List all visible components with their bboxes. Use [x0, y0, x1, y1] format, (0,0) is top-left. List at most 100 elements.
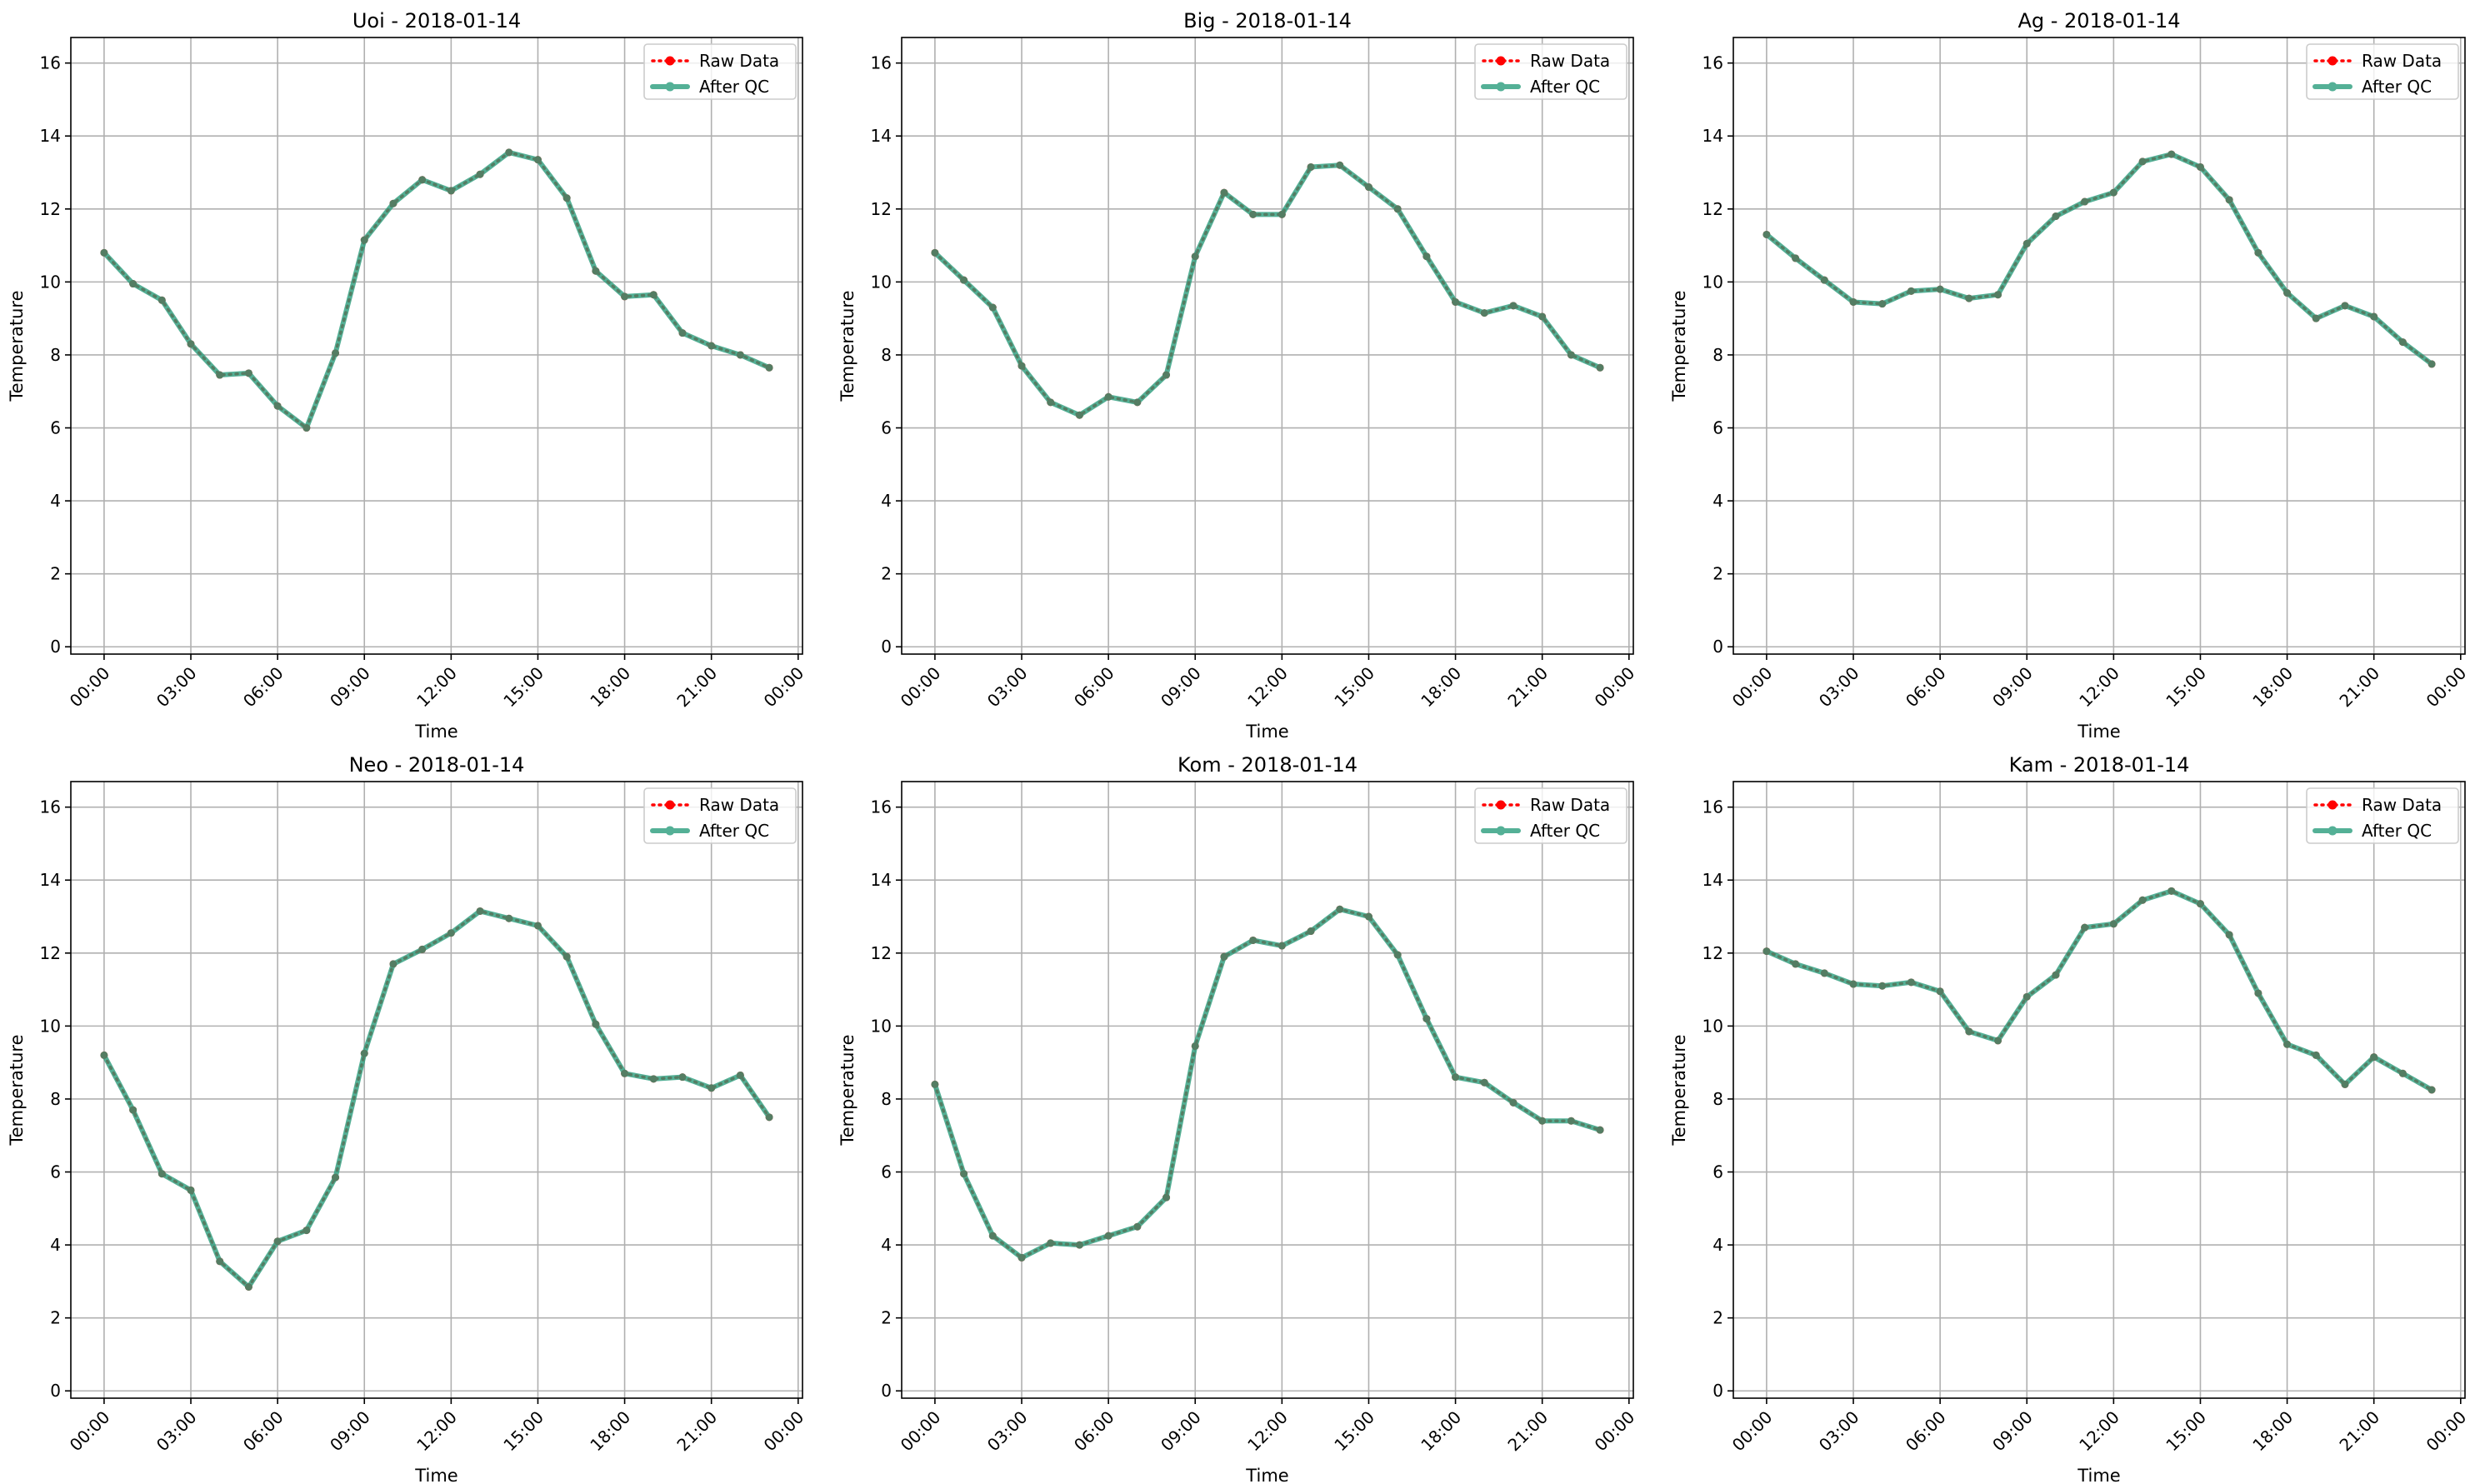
y-tick-label: 6 — [1712, 1162, 1723, 1182]
data-point — [1480, 309, 1488, 317]
data-point — [931, 1080, 939, 1088]
y-tick-label: 14 — [40, 126, 61, 146]
y-tick-label: 14 — [1702, 870, 1723, 890]
x-tick-label: 06:00 — [239, 663, 288, 712]
data-point — [2225, 196, 2233, 204]
data-point — [765, 363, 773, 372]
x-tick-label: 12:00 — [412, 663, 461, 712]
chart-title: Big - 2018-01-14 — [1183, 9, 1352, 32]
y-tick-label: 8 — [50, 1089, 61, 1109]
data-point — [273, 402, 282, 410]
chart-panel-4: 0 2 4 6 8 10 12 14 16 00:00 03:00 06:00 09:00 12:00 15… — [838, 753, 1638, 1484]
x-tick-label: 00:00 — [2422, 663, 2471, 712]
data-point — [1336, 161, 1344, 169]
legend-handle-raw-data — [1482, 800, 1520, 810]
data-point — [1792, 960, 1800, 968]
data-point — [1994, 291, 2002, 299]
series-line — [1765, 889, 2433, 1092]
data-point — [332, 349, 340, 357]
data-point — [1452, 297, 1460, 306]
axes-frame — [70, 37, 803, 655]
grid-lines — [1733, 37, 2465, 654]
data-point — [418, 176, 427, 184]
data-point — [1567, 1117, 1575, 1125]
x-axis-label: Time — [1245, 1466, 1288, 1484]
y-tick-label: 2 — [50, 1308, 61, 1328]
y-axis-label: Temperature — [7, 290, 27, 402]
x-tick-label: 21:00 — [672, 663, 721, 712]
chart-panel-2: 0 2 4 6 8 10 12 14 16 00:00 03:00 06:00 09:00 12:00 15… — [1669, 9, 2470, 742]
data-point — [2398, 338, 2407, 347]
data-point — [621, 292, 629, 301]
data-point — [1596, 363, 1604, 372]
data-point — [389, 960, 398, 968]
x-tick-label: 15:00 — [499, 663, 548, 712]
x-tick-label: 06:00 — [239, 1407, 288, 1456]
legend-label: Raw Data — [699, 51, 779, 71]
x-tick-label: 18:00 — [2248, 663, 2297, 712]
y-tick-label: 10 — [1702, 272, 1723, 292]
x-tick-label: 09:00 — [326, 1407, 374, 1456]
legend-label: Raw Data — [699, 795, 779, 815]
y-tick-label: 12 — [871, 943, 892, 963]
legend-handle-after-qc — [2312, 82, 2352, 92]
data-point — [1104, 1232, 1112, 1240]
series-line — [933, 163, 1602, 417]
x-tick-label: 09:00 — [326, 663, 374, 712]
data-point — [1104, 392, 1112, 401]
x-tick-label: 00:00 — [897, 663, 945, 712]
x-axis-label: Time — [1245, 722, 1288, 742]
data-point — [1133, 1222, 1142, 1231]
x-tick-label: 00:00 — [760, 1407, 808, 1456]
x-tick-label: 00:00 — [897, 1407, 945, 1456]
legend-label: After QC — [699, 77, 769, 97]
y-tick-label: 12 — [40, 199, 61, 219]
x-tick-label: 12:00 — [1243, 1407, 1292, 1456]
series-line — [101, 149, 772, 431]
x-tick-label: 18:00 — [1417, 663, 1465, 712]
legend-label: Raw Data — [1530, 51, 1610, 71]
y-tick-label: 10 — [871, 1016, 892, 1036]
data-point — [1364, 183, 1372, 192]
y-tick-label: 8 — [1712, 1089, 1723, 1109]
x-tick-label: 12:00 — [1243, 663, 1292, 712]
legend-handle-after-qc — [1481, 82, 1521, 92]
legend: Raw Data After QC — [2306, 787, 2459, 844]
legend-handle-after-qc — [2312, 826, 2352, 836]
data-point — [2081, 923, 2089, 932]
y-axis-label: Temperature — [838, 290, 858, 402]
legend-handle-after-qc — [650, 826, 690, 836]
series-after-qc — [931, 905, 1604, 1262]
y-tick-label: 2 — [1712, 1308, 1723, 1328]
chart-title: Ag - 2018-01-14 — [2018, 9, 2180, 32]
x-tick-label: 09:00 — [1988, 663, 2037, 712]
y-tick-label: 16 — [1702, 797, 1723, 817]
data-point — [1509, 1098, 1518, 1107]
data-point — [592, 267, 600, 275]
legend-marker — [665, 826, 675, 836]
data-point — [1047, 398, 1055, 407]
data-point — [476, 170, 484, 178]
series-after-qc — [100, 148, 773, 432]
y-axis-label: Temperature — [1669, 1034, 1689, 1146]
series-line — [932, 162, 1603, 418]
grid-lines — [902, 37, 1633, 654]
data-point — [1936, 987, 1944, 996]
series-line — [933, 907, 1602, 1260]
data-point — [678, 329, 687, 337]
data-point — [708, 1084, 716, 1092]
legend-marker — [1496, 826, 1506, 836]
data-point — [360, 1049, 368, 1057]
data-point — [2398, 1069, 2407, 1077]
x-tick-label: 00:00 — [1591, 1407, 1639, 1456]
data-point — [2428, 360, 2436, 368]
data-point — [505, 148, 513, 157]
axes-frame — [1732, 781, 2466, 1399]
data-point — [100, 1051, 108, 1059]
data-point — [1452, 1073, 1460, 1082]
data-point — [1249, 936, 1258, 944]
data-point — [2022, 992, 2031, 1001]
data-point — [2341, 302, 2349, 310]
data-point — [2312, 314, 2320, 322]
y-tick-label: 2 — [50, 564, 61, 584]
